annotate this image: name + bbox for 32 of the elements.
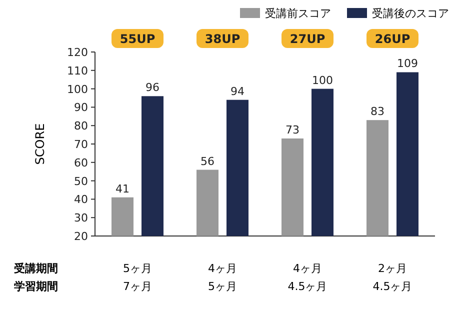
y-tick-label: 90 [74,101,88,114]
data-label: 73 [286,123,300,136]
text: 26UP [374,32,410,46]
y-tick-label: 70 [74,138,88,151]
y-tick-label: 50 [74,174,88,188]
x-tick-label: 4ヶ月 4.5ヶ月 [288,262,328,293]
y-tick-label: 20 [74,230,88,243]
y-tick-label: 60 [74,156,88,170]
text: 学習期間 [14,280,58,293]
x-tick-label: 4ヶ月 5ヶ月 [208,262,237,293]
legend-label: 受講前スコア [265,7,331,20]
data-label: 100 [312,74,333,87]
y-tick-label: 40 [74,193,88,206]
data-label: 94 [230,84,244,98]
x-tick-label: 2ヶ月 4.5ヶ月 [372,262,412,293]
data-label: 83 [370,105,384,118]
data-label: 109 [397,57,418,70]
x-tick-label: 5ヶ月 7ヶ月 [123,262,152,293]
y-tick-label: 110 [67,64,88,78]
text: 55UP [120,32,156,46]
data-label: 56 [200,154,214,168]
y-tick-label: 120 [67,46,88,59]
text: 受講期間 [13,262,58,275]
text: 27UP [290,32,326,46]
y-axis-title: SCORE [33,123,47,165]
data-label: 41 [116,182,130,196]
text: 38UP [204,32,240,46]
y-tick-label: 100 [67,82,88,96]
y-tick-label: 80 [74,120,88,133]
y-tick-label: 30 [74,212,88,225]
data-label: 96 [146,81,160,94]
legend-label: 受講後のスコア [372,7,449,20]
